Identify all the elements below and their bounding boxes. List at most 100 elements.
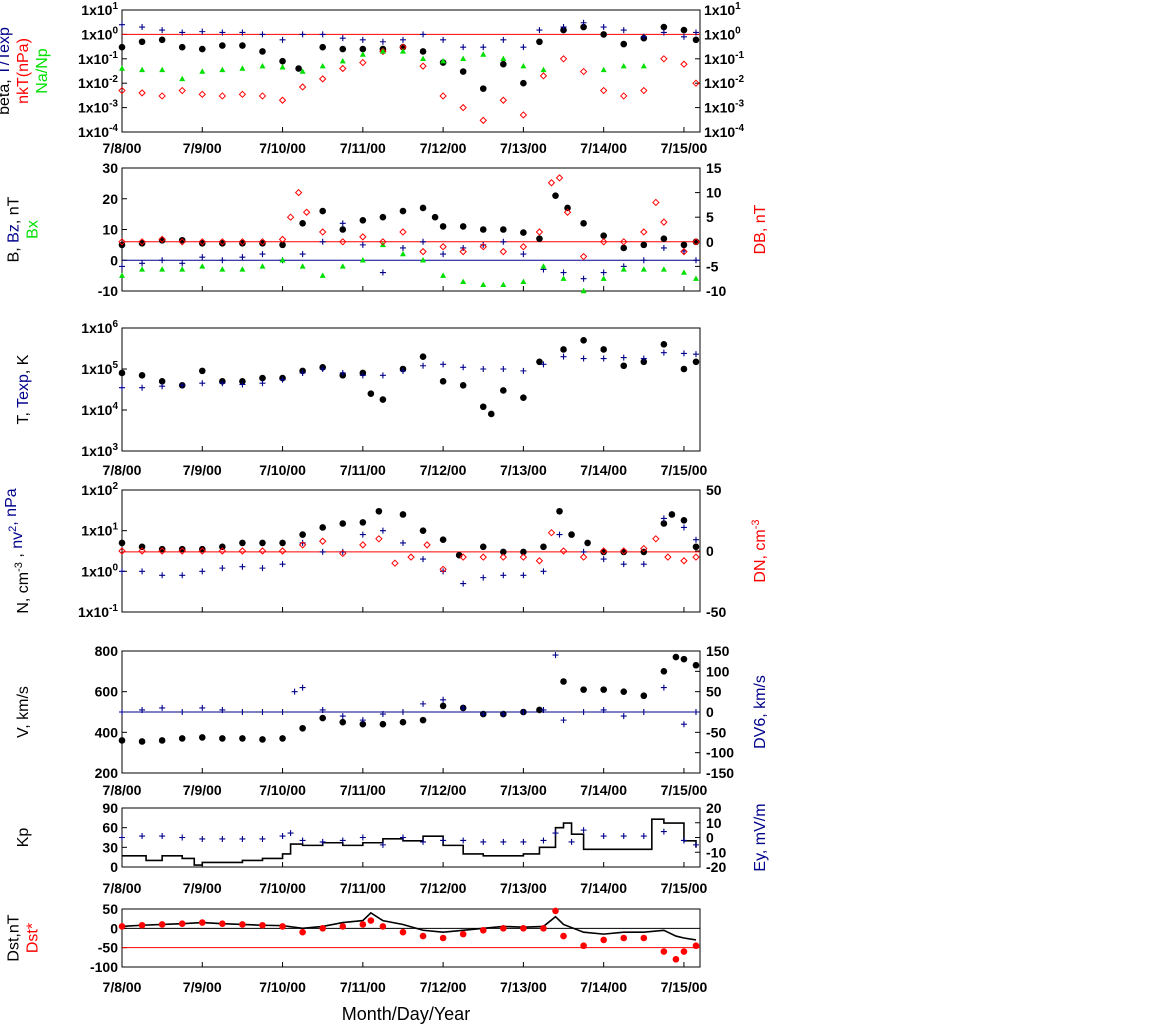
- data-point: [660, 349, 667, 356]
- data-point: [419, 247, 427, 256]
- data-point: [259, 709, 266, 715]
- data-point: [359, 51, 366, 57]
- data-point: [139, 266, 146, 272]
- data-point: [420, 700, 427, 707]
- data-point: [379, 372, 386, 379]
- y-axis-label-line-0: T, Texp, K: [15, 354, 32, 424]
- data-point: [479, 226, 487, 233]
- y-right-axis-label-line-0: DN, cm-3: [750, 519, 769, 582]
- data-point: [692, 543, 700, 551]
- data-point: [500, 925, 507, 932]
- data-point: [419, 527, 427, 534]
- data-point: [379, 923, 387, 930]
- data-point: [379, 720, 387, 728]
- data-point: [138, 547, 146, 555]
- data-point: [178, 86, 186, 95]
- data-point: [138, 240, 146, 247]
- data-point: [520, 229, 527, 236]
- data-point: [479, 553, 487, 561]
- data-point: [440, 696, 447, 703]
- data-point: [179, 834, 186, 841]
- data-point: [178, 735, 186, 742]
- data-point: [479, 243, 487, 251]
- y-tick-label: 400: [95, 724, 119, 740]
- data-point: [520, 572, 527, 579]
- y-tick-label: -10: [98, 283, 118, 299]
- data-point: [179, 260, 186, 267]
- data-point: [138, 543, 146, 551]
- y-tick-label: 0: [110, 859, 118, 875]
- data-point: [339, 57, 346, 64]
- data-point: [560, 678, 567, 685]
- x-tick-label: 7/8/00: [103, 140, 142, 156]
- data-point: [318, 228, 327, 236]
- data-point: [399, 36, 406, 43]
- data-point: [339, 226, 347, 233]
- data-point: [138, 921, 146, 929]
- data-point: [318, 537, 327, 545]
- data-point: [560, 353, 567, 360]
- data-point: [500, 226, 507, 233]
- y-tick-label: 0: [110, 252, 118, 268]
- data-point: [218, 547, 227, 555]
- data-point: [579, 252, 588, 261]
- data-point: [480, 838, 487, 845]
- data-point: [219, 257, 226, 264]
- series-dst: [118, 907, 700, 963]
- data-point: [118, 923, 126, 930]
- data-point: [547, 179, 556, 187]
- data-point: [640, 358, 648, 366]
- data-point: [238, 90, 247, 99]
- series-nktnpa: [118, 43, 700, 125]
- data-point: [291, 688, 298, 695]
- data-point: [640, 833, 647, 840]
- data-point: [460, 837, 467, 844]
- data-point: [118, 369, 126, 377]
- plot-frame: [121, 167, 701, 292]
- data-point: [536, 235, 543, 243]
- data-point: [359, 921, 367, 928]
- data-point: [535, 557, 544, 565]
- data-point: [218, 238, 227, 246]
- data-point: [339, 220, 346, 227]
- data-point: [179, 709, 186, 715]
- data-point: [460, 278, 467, 284]
- data-point: [119, 21, 125, 28]
- data-point: [600, 936, 607, 944]
- data-point: [179, 266, 186, 272]
- plot-frame: [121, 807, 701, 868]
- data-point: [359, 541, 367, 549]
- data-point: [279, 833, 286, 840]
- data-point: [420, 31, 427, 38]
- data-point: [118, 43, 126, 51]
- data-point: [680, 60, 688, 68]
- data-point: [500, 238, 507, 245]
- data-point: [219, 706, 226, 713]
- y-right-tick-label: 1x101: [704, 1, 741, 18]
- data-point: [580, 220, 587, 227]
- x-tick-label: 7/12/00: [420, 462, 467, 478]
- data-point: [480, 711, 487, 718]
- data-point: [287, 830, 294, 837]
- y-right-tick-label: 50: [706, 482, 722, 498]
- y-tick-label: 1x101: [81, 522, 118, 539]
- plot-frame: [121, 489, 701, 613]
- x-tick-label: 7/13/00: [500, 880, 547, 896]
- data-point: [178, 920, 186, 927]
- data-point: [440, 57, 447, 64]
- data-point: [298, 83, 307, 91]
- data-point: [580, 355, 587, 362]
- data-point: [556, 531, 563, 538]
- data-point: [138, 238, 146, 246]
- data-point: [158, 921, 166, 928]
- data-point: [500, 387, 507, 394]
- y-right-tick-label: -5: [706, 258, 719, 274]
- y-right-tick-label: 15: [706, 160, 722, 176]
- data-point: [399, 709, 406, 715]
- y-right-axis-label-line-0: DB, nT: [752, 204, 769, 254]
- y-tick-label: 1x10-1: [78, 50, 118, 67]
- data-point: [219, 835, 226, 842]
- data-point: [359, 372, 366, 379]
- y-tick-label: 30: [102, 160, 118, 176]
